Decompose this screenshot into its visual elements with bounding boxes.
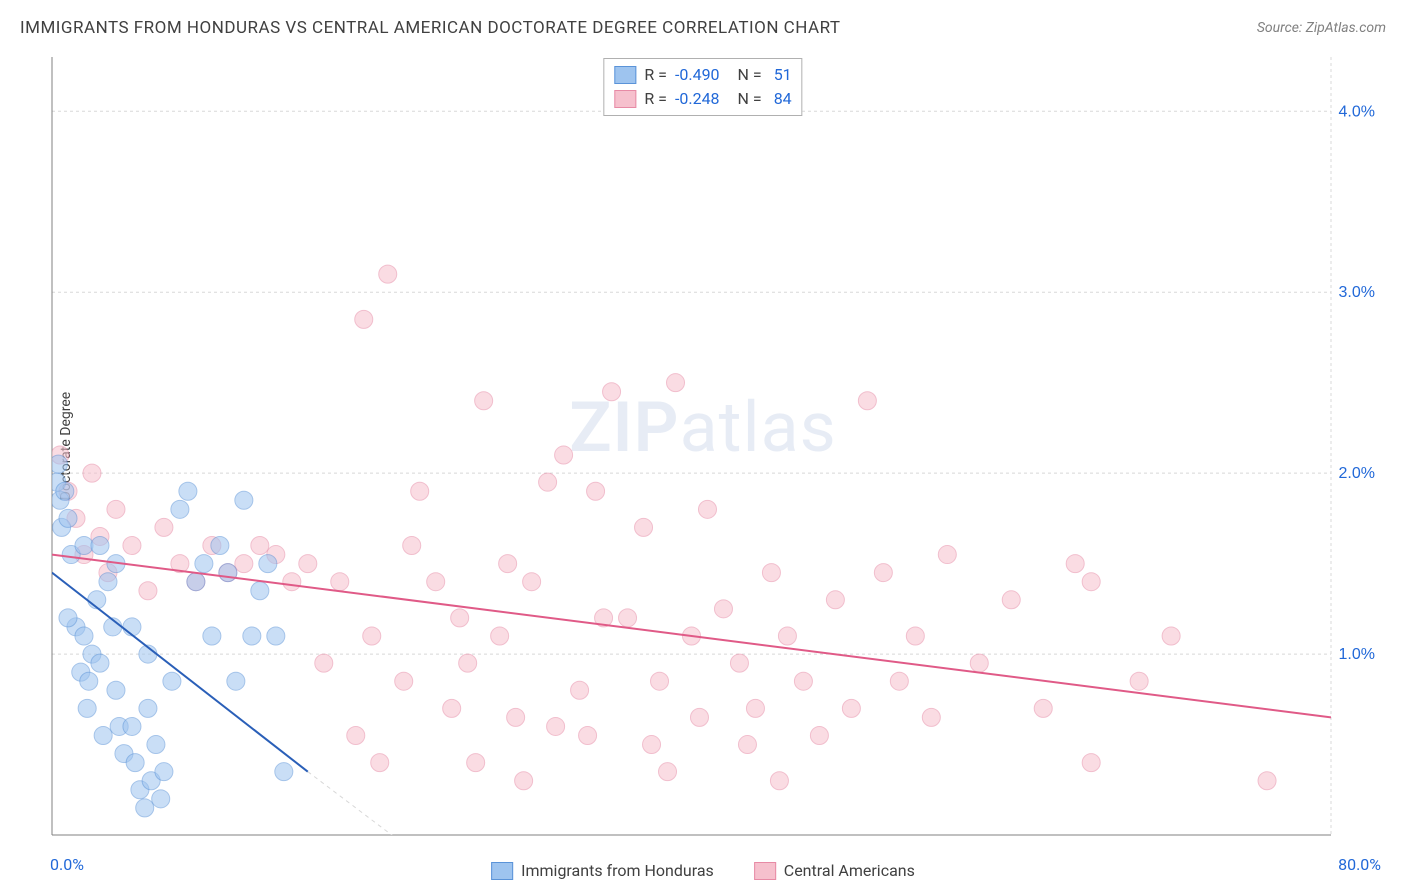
svg-text:3.0%: 3.0% xyxy=(1339,284,1375,301)
source-label: Source: ZipAtlas.com xyxy=(1257,20,1386,36)
legend-n-label: N = xyxy=(738,87,762,111)
svg-text:1.0%: 1.0% xyxy=(1339,646,1375,663)
legend-r-label: R = xyxy=(644,87,667,111)
legend-r-value: -0.248 xyxy=(675,87,720,111)
legend-label: Immigrants from Honduras xyxy=(521,861,714,880)
legend-n-value: 84 xyxy=(770,87,792,111)
svg-text:4.0%: 4.0% xyxy=(1339,103,1375,120)
legend-r-value: -0.490 xyxy=(675,63,720,87)
legend-label: Central Americans xyxy=(784,861,915,880)
chart-title: IMMIGRANTS FROM HONDURAS VS CENTRAL AMER… xyxy=(20,18,841,38)
legend-n-value: 51 xyxy=(770,63,792,87)
legend-n-label: N = xyxy=(738,63,762,87)
legend-item: Central Americans xyxy=(754,861,915,880)
x-tick-min: 0.0% xyxy=(50,855,84,874)
legend-swatch xyxy=(614,66,636,84)
svg-text:2.0%: 2.0% xyxy=(1339,465,1375,482)
legend-series: Immigrants from Honduras Central America… xyxy=(491,861,915,880)
legend-swatch xyxy=(754,862,776,880)
legend-stats: R = -0.490 N = 51 R = -0.248 N = 84 xyxy=(603,58,802,116)
legend-stat-row: R = -0.490 N = 51 xyxy=(614,63,791,87)
legend-item: Immigrants from Honduras xyxy=(491,861,714,880)
legend-swatch xyxy=(614,90,636,108)
chart-area: 1.0% 2.0% 3.0% 4.0% xyxy=(50,55,1381,837)
legend-swatch xyxy=(491,862,513,880)
legend-stat-row: R = -0.248 N = 84 xyxy=(614,87,791,111)
scatter-plot: 1.0% 2.0% 3.0% 4.0% xyxy=(50,55,1381,837)
legend-r-label: R = xyxy=(644,63,667,87)
x-tick-max: 80.0% xyxy=(1338,855,1381,874)
